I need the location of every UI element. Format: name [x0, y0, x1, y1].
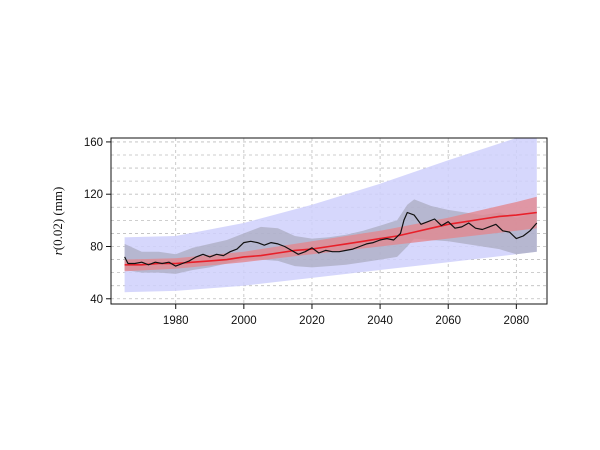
y-tick-label: 160 [84, 137, 103, 149]
x-tick-label: 2080 [504, 315, 530, 327]
x-tick-label: 1980 [163, 315, 189, 327]
y-tick-label: 40 [90, 294, 103, 306]
x-tick-label: 2040 [367, 315, 393, 327]
x-axis: 1980 2000 2020 2040 2060 2080 [163, 304, 529, 327]
trend-line [124, 211, 537, 266]
x-tick-label: 2000 [231, 315, 257, 327]
y-axis: 40 80 120 160 [84, 137, 111, 306]
x-tick-label: 2020 [299, 315, 325, 327]
y-tick-label: 80 [90, 241, 103, 253]
y-axis-title-symbol: r [50, 249, 65, 255]
x-tick-label: 2060 [435, 315, 461, 327]
y-tick-label: 120 [84, 189, 103, 201]
y-axis-title-rest: (0.02) (mm) [50, 187, 65, 251]
y-axis-title: r(0.02) (mm) [50, 187, 65, 256]
observed-line [124, 211, 538, 267]
plot-frame [110, 137, 548, 305]
